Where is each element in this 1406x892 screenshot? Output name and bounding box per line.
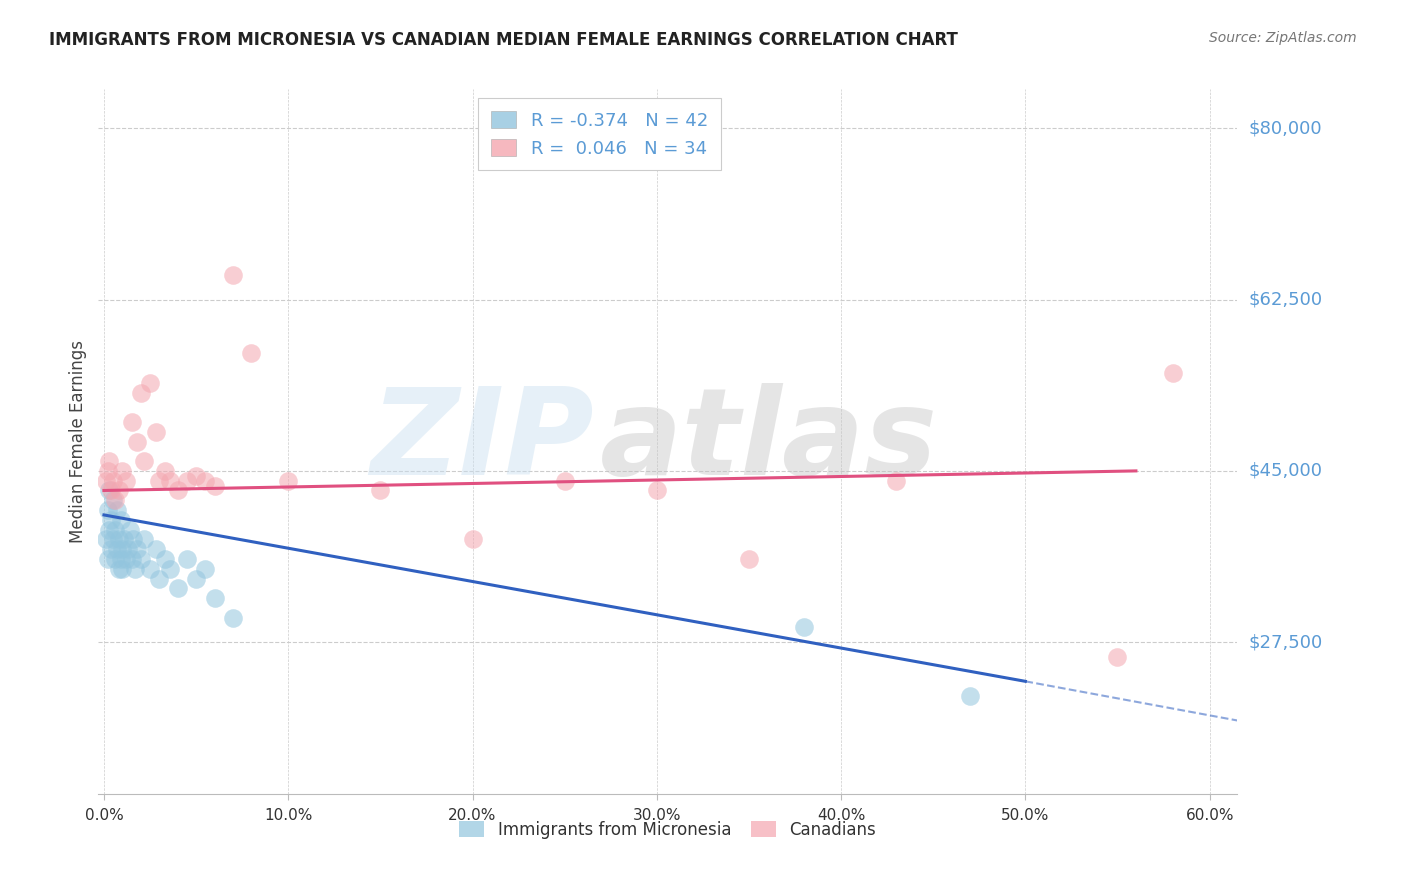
Point bbox=[98, 483, 121, 498]
Point bbox=[277, 474, 299, 488]
Point bbox=[127, 542, 149, 557]
Point bbox=[111, 562, 134, 576]
Point bbox=[153, 552, 176, 566]
Point bbox=[166, 582, 188, 596]
Point bbox=[461, 533, 484, 547]
Point bbox=[959, 689, 981, 703]
Point bbox=[105, 542, 128, 557]
Point bbox=[886, 474, 908, 488]
Point bbox=[121, 415, 143, 429]
Text: atlas: atlas bbox=[599, 383, 938, 500]
Point bbox=[1161, 366, 1184, 380]
Point bbox=[176, 474, 198, 488]
Point bbox=[738, 552, 761, 566]
Point bbox=[100, 513, 122, 527]
Point bbox=[97, 552, 120, 566]
Point bbox=[148, 572, 170, 586]
Point bbox=[134, 533, 156, 547]
Text: $45,000: $45,000 bbox=[1249, 462, 1323, 480]
Y-axis label: Median Female Earnings: Median Female Earnings bbox=[69, 340, 87, 543]
Point bbox=[184, 468, 207, 483]
Point bbox=[176, 552, 198, 566]
Point bbox=[645, 483, 668, 498]
Point bbox=[118, 523, 141, 537]
Point bbox=[97, 464, 120, 478]
Point bbox=[115, 552, 138, 566]
Point bbox=[105, 503, 128, 517]
Point bbox=[110, 552, 132, 566]
Point bbox=[222, 611, 245, 625]
Text: Source: ZipAtlas.com: Source: ZipAtlas.com bbox=[1209, 31, 1357, 45]
Point bbox=[94, 533, 117, 547]
Legend: Immigrants from Micronesia, Canadians: Immigrants from Micronesia, Canadians bbox=[453, 814, 883, 846]
Point bbox=[100, 483, 122, 498]
Point bbox=[148, 474, 170, 488]
Point bbox=[139, 376, 162, 390]
Point bbox=[159, 562, 181, 576]
Point bbox=[101, 533, 124, 547]
Point bbox=[101, 474, 124, 488]
Point bbox=[129, 385, 152, 400]
Point bbox=[166, 483, 188, 498]
Text: $27,500: $27,500 bbox=[1249, 633, 1323, 651]
Point bbox=[115, 474, 138, 488]
Point bbox=[194, 474, 217, 488]
Point bbox=[127, 434, 149, 449]
Point bbox=[104, 552, 127, 566]
Point bbox=[204, 591, 226, 606]
Text: $80,000: $80,000 bbox=[1249, 120, 1322, 137]
Point bbox=[204, 478, 226, 492]
Text: $62,500: $62,500 bbox=[1249, 291, 1323, 309]
Point bbox=[122, 533, 145, 547]
Point bbox=[97, 503, 120, 517]
Point bbox=[98, 523, 121, 537]
Point bbox=[111, 464, 134, 478]
Point bbox=[104, 523, 127, 537]
Point bbox=[107, 533, 129, 547]
Point bbox=[121, 552, 143, 566]
Point bbox=[100, 542, 122, 557]
Text: IMMIGRANTS FROM MICRONESIA VS CANADIAN MEDIAN FEMALE EARNINGS CORRELATION CHART: IMMIGRANTS FROM MICRONESIA VS CANADIAN M… bbox=[49, 31, 957, 49]
Point bbox=[134, 454, 156, 468]
Point bbox=[1107, 649, 1129, 664]
Point bbox=[139, 562, 162, 576]
Point bbox=[112, 533, 135, 547]
Point bbox=[145, 425, 167, 439]
Point bbox=[793, 620, 815, 634]
Point bbox=[159, 474, 181, 488]
Text: ZIP: ZIP bbox=[370, 383, 593, 500]
Point bbox=[194, 562, 217, 576]
Point bbox=[107, 562, 129, 576]
Point bbox=[111, 542, 134, 557]
Point bbox=[240, 346, 263, 360]
Point bbox=[117, 542, 139, 557]
Point bbox=[104, 493, 127, 508]
Point bbox=[222, 268, 245, 282]
Point bbox=[107, 483, 129, 498]
Point bbox=[94, 474, 117, 488]
Point bbox=[153, 464, 176, 478]
Point bbox=[124, 562, 146, 576]
Point bbox=[110, 513, 132, 527]
Point bbox=[98, 454, 121, 468]
Point bbox=[129, 552, 152, 566]
Point bbox=[554, 474, 576, 488]
Point bbox=[145, 542, 167, 557]
Point bbox=[101, 493, 124, 508]
Point bbox=[184, 572, 207, 586]
Point bbox=[370, 483, 392, 498]
